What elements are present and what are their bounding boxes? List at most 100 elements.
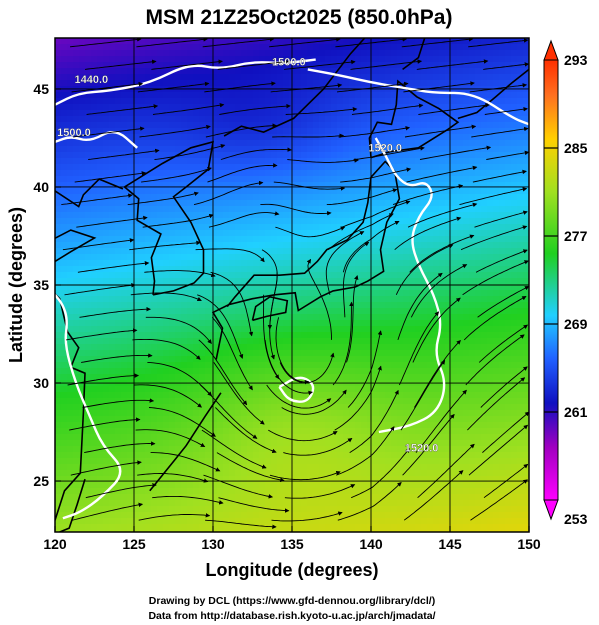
field-cell — [259, 236, 266, 243]
field-cell — [139, 110, 146, 117]
field-cell — [181, 326, 188, 333]
field-cell — [403, 182, 410, 189]
field-cell — [295, 50, 302, 57]
field-cell — [103, 80, 110, 87]
field-cell — [343, 98, 350, 105]
field-cell — [475, 200, 482, 207]
field-cell — [367, 158, 374, 165]
field-cell — [367, 386, 374, 393]
field-cell — [103, 44, 110, 51]
field-cell — [121, 158, 128, 165]
field-cell — [349, 338, 356, 345]
field-cell — [211, 224, 218, 231]
field-cell — [301, 392, 308, 399]
field-cell — [217, 200, 224, 207]
field-cell — [109, 224, 116, 231]
field-cell — [499, 104, 506, 111]
field-cell — [421, 128, 428, 135]
field-cell — [271, 338, 278, 345]
field-cell — [97, 374, 104, 381]
field-cell — [139, 350, 146, 357]
field-cell — [367, 278, 374, 285]
field-cell — [175, 278, 182, 285]
field-cell — [157, 182, 164, 189]
field-cell — [187, 50, 194, 57]
field-cell — [61, 38, 68, 45]
field-cell — [283, 278, 290, 285]
field-cell — [103, 206, 110, 213]
field-cell — [379, 128, 386, 135]
field-cell — [445, 182, 452, 189]
field-cell — [193, 218, 200, 225]
field-cell — [205, 56, 212, 63]
field-cell — [313, 278, 320, 285]
field-cell — [241, 356, 248, 363]
field-cell — [409, 356, 416, 363]
field-cell — [205, 308, 212, 315]
field-cell — [391, 218, 398, 225]
field-cell — [301, 194, 308, 201]
field-cell — [121, 68, 128, 75]
field-cell — [313, 140, 320, 147]
field-cell — [157, 404, 164, 411]
field-cell — [325, 158, 332, 165]
field-cell — [313, 374, 320, 381]
field-cell — [511, 410, 518, 417]
field-cell — [91, 140, 98, 147]
field-cell — [187, 398, 194, 405]
field-cell — [481, 62, 488, 69]
field-cell — [295, 344, 302, 351]
field-cell — [493, 176, 500, 183]
field-cell — [187, 140, 194, 147]
field-cell — [325, 128, 332, 135]
field-cell — [481, 44, 488, 51]
field-cell — [247, 272, 254, 279]
field-cell — [373, 296, 380, 303]
field-cell — [415, 62, 422, 69]
field-cell — [475, 332, 482, 339]
field-cell — [355, 314, 362, 321]
field-cell — [61, 302, 68, 309]
field-cell — [523, 368, 529, 375]
field-cell — [355, 122, 362, 129]
field-cell — [193, 374, 200, 381]
field-cell — [445, 236, 452, 243]
field-cell — [427, 386, 434, 393]
field-cell — [187, 338, 194, 345]
field-cell — [103, 122, 110, 129]
field-cell — [409, 224, 416, 231]
field-cell — [331, 266, 338, 273]
field-cell — [367, 302, 374, 309]
field-cell — [265, 314, 272, 321]
field-cell — [409, 128, 416, 135]
field-cell — [139, 416, 146, 423]
field-cell — [481, 332, 488, 339]
field-cell — [283, 152, 290, 159]
field-cell — [151, 212, 158, 219]
field-cell — [511, 338, 518, 345]
field-cell — [367, 248, 374, 255]
field-cell — [145, 236, 152, 243]
field-cell — [361, 164, 368, 171]
field-cell — [61, 134, 68, 141]
field-cell — [427, 140, 434, 147]
field-cell — [97, 92, 104, 99]
field-cell — [211, 98, 218, 105]
field-cell — [493, 206, 500, 213]
field-cell — [97, 284, 104, 291]
field-cell — [193, 284, 200, 291]
field-cell — [295, 362, 302, 369]
field-cell — [127, 50, 134, 57]
field-cell — [433, 206, 440, 213]
field-cell — [253, 218, 260, 225]
field-cell — [469, 170, 476, 177]
field-cell — [229, 308, 236, 315]
field-cell — [409, 284, 416, 291]
field-cell — [145, 242, 152, 249]
field-cell — [235, 386, 242, 393]
field-cell — [319, 302, 326, 309]
field-cell — [259, 188, 266, 195]
field-cell — [175, 218, 182, 225]
field-cell — [511, 260, 518, 267]
